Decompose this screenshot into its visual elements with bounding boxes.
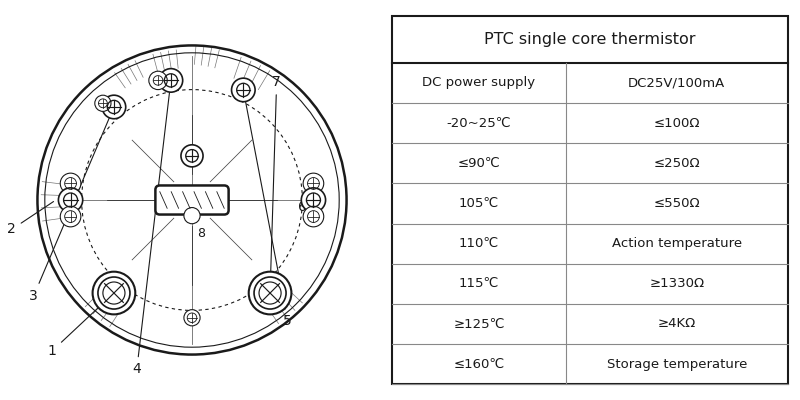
Text: 6: 6 [298, 200, 326, 214]
Text: DC power supply: DC power supply [422, 76, 535, 89]
Text: ≤90℃: ≤90℃ [458, 157, 500, 170]
Circle shape [303, 173, 324, 194]
Text: 110℃: 110℃ [458, 237, 499, 250]
Text: 7: 7 [270, 75, 281, 290]
Text: 115℃: 115℃ [458, 277, 499, 290]
FancyBboxPatch shape [155, 186, 229, 214]
Circle shape [159, 69, 182, 92]
Text: DC25V/100mA: DC25V/100mA [628, 76, 726, 89]
Circle shape [302, 188, 326, 212]
Text: ≥4KΩ: ≥4KΩ [658, 318, 696, 330]
Text: -20~25℃: -20~25℃ [446, 116, 511, 130]
Circle shape [58, 188, 82, 212]
Text: Action temperature: Action temperature [612, 237, 742, 250]
Circle shape [184, 310, 200, 326]
Text: PTC single core thermistor: PTC single core thermistor [484, 32, 696, 47]
Text: 8: 8 [198, 227, 205, 240]
Circle shape [93, 272, 135, 314]
Text: 105℃: 105℃ [458, 197, 499, 210]
Text: 5: 5 [244, 93, 292, 328]
Text: ≤550Ω: ≤550Ω [654, 197, 700, 210]
Text: Storage temperature: Storage temperature [606, 358, 747, 371]
Text: ≤250Ω: ≤250Ω [654, 157, 700, 170]
Circle shape [231, 78, 255, 102]
Text: 2: 2 [7, 202, 54, 236]
Circle shape [184, 208, 200, 224]
Text: 3: 3 [30, 110, 113, 303]
Circle shape [181, 145, 203, 167]
Text: 1: 1 [48, 295, 112, 358]
Circle shape [149, 71, 167, 90]
Text: ≤100Ω: ≤100Ω [654, 116, 700, 130]
Text: ≥125℃: ≥125℃ [453, 318, 505, 330]
Text: ≥1330Ω: ≥1330Ω [650, 277, 705, 290]
Circle shape [249, 272, 291, 314]
Circle shape [95, 95, 111, 111]
Circle shape [303, 206, 324, 227]
Circle shape [60, 206, 81, 227]
Circle shape [102, 95, 126, 119]
Circle shape [60, 173, 81, 194]
Text: 4: 4 [133, 83, 170, 376]
Text: ≤160℃: ≤160℃ [454, 358, 505, 371]
